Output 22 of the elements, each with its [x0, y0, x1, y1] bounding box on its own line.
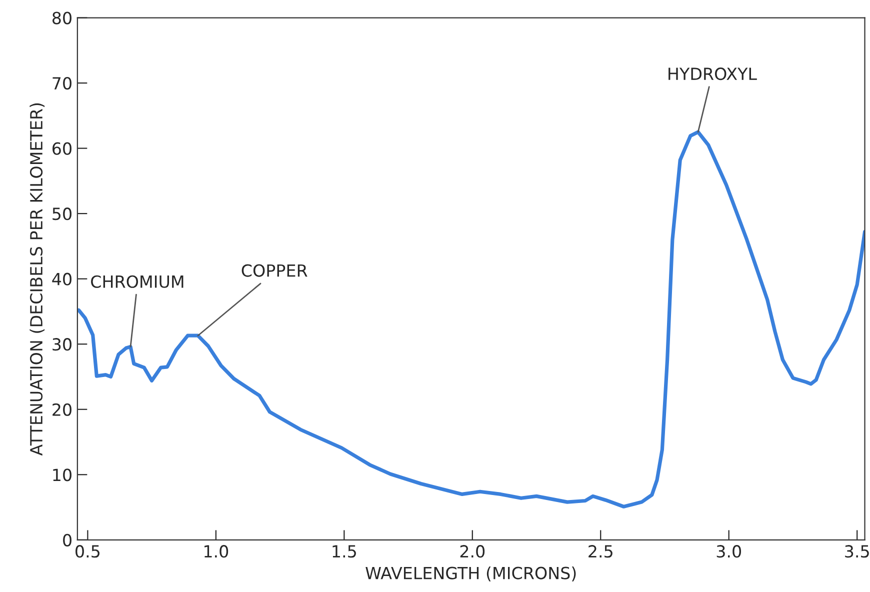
- x-tick-label: 3.0: [716, 545, 741, 558]
- x-tick-label: 2.0: [460, 545, 485, 558]
- y-axis-title: ATTENUATION (DECIBELS PER KILOMETER): [30, 103, 45, 456]
- y-tick-label: 80: [52, 12, 72, 24]
- y-tick-label: 30: [52, 338, 72, 351]
- x-axis-title: WAVELENGTH (MICRONS): [366, 566, 576, 582]
- y-tick-label: 70: [52, 76, 72, 90]
- y-tick-label: 40: [52, 272, 72, 286]
- y-tick-label: 10: [53, 468, 72, 482]
- x-tick-label: 1.5: [332, 545, 356, 558]
- annotation: CHROMIUM: [91, 275, 184, 288]
- y-tick-label: 0: [63, 534, 72, 546]
- annotation: HYDROXYL: [668, 68, 757, 80]
- line-series: [77, 130, 865, 508]
- annotation: COPPER: [242, 264, 308, 277]
- x-tick-label: 3.5: [845, 545, 869, 558]
- x-tick-label: 2.5: [588, 545, 612, 558]
- y-tick-label: 20: [52, 403, 72, 416]
- x-tick-label: 1.0: [204, 545, 228, 558]
- x-tick-label: 0.5: [76, 545, 100, 558]
- y-tick-label: 60: [52, 142, 72, 155]
- y-tick-label: 50: [52, 208, 72, 220]
